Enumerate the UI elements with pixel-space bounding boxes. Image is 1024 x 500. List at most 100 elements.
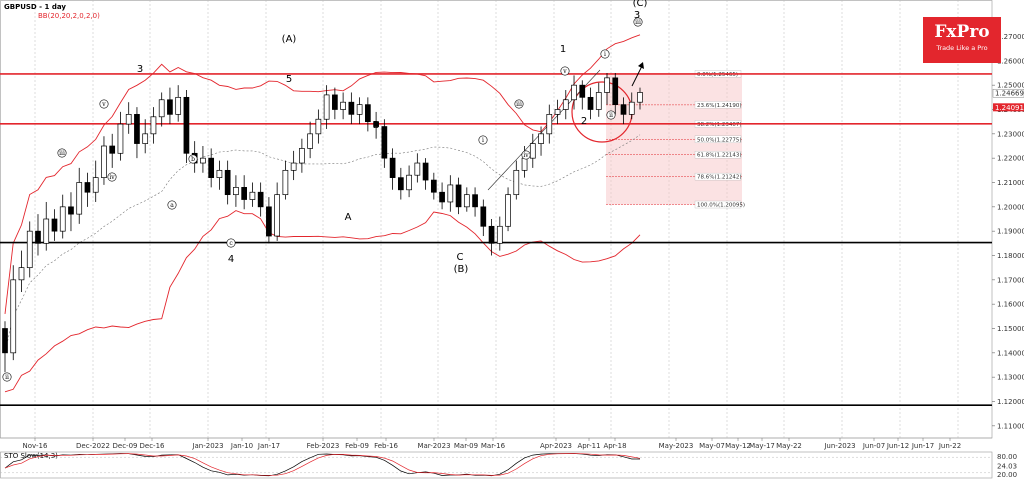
wave-label-ring bbox=[478, 135, 488, 145]
candle bbox=[76, 167, 83, 224]
last-price-box bbox=[992, 88, 1024, 98]
candle bbox=[488, 219, 495, 256]
candle-body bbox=[447, 184, 454, 203]
candle bbox=[422, 158, 429, 190]
candle-body bbox=[637, 92, 643, 103]
brand-tagline: Trade Like a Pro bbox=[936, 44, 988, 52]
fib-level-label: 61.8%(1.22143) bbox=[697, 153, 742, 159]
wave-label: c bbox=[229, 240, 233, 247]
candle-body bbox=[43, 218, 50, 244]
candle-body bbox=[455, 184, 462, 208]
candle bbox=[430, 172, 437, 200]
fib-label-box bbox=[694, 200, 742, 209]
candle-body bbox=[266, 206, 272, 237]
candle-body bbox=[422, 162, 429, 181]
fib-level-label: 100.0%(1.20095) bbox=[697, 203, 745, 209]
candle-body bbox=[480, 206, 487, 227]
forecast-arrow bbox=[631, 65, 643, 87]
candle bbox=[158, 92, 165, 127]
price-tick-label: 1.18000 bbox=[997, 252, 1024, 260]
candle bbox=[332, 87, 338, 120]
wave-label: A bbox=[345, 212, 352, 223]
wave-label-ring bbox=[600, 49, 610, 59]
fib-level-label: 38.2%(1.23407) bbox=[697, 122, 742, 128]
wave-label-ring bbox=[99, 99, 109, 109]
candle-body bbox=[332, 94, 338, 110]
candle bbox=[216, 160, 223, 190]
candle-body bbox=[274, 194, 280, 237]
candle bbox=[513, 160, 520, 200]
candle-body bbox=[183, 96, 190, 154]
price-tick-label: 1.16000 bbox=[997, 301, 1024, 309]
candle-body bbox=[389, 157, 396, 178]
wave-label: (C) bbox=[633, 0, 648, 9]
candle-body bbox=[216, 169, 223, 178]
candle bbox=[150, 107, 157, 144]
candle-body bbox=[381, 126, 388, 159]
price-tick-label: 1.12000 bbox=[997, 398, 1024, 406]
wave-label-ring bbox=[226, 238, 236, 248]
date-tick-label: Feb-16 bbox=[374, 442, 398, 450]
candle bbox=[59, 194, 66, 239]
price-tick-label: 1.22000 bbox=[997, 155, 1024, 163]
candle-body bbox=[257, 191, 264, 208]
date-tick-label: Feb-2023 bbox=[307, 442, 340, 450]
candle bbox=[92, 160, 99, 202]
indicator-title: BB(20,20,2,0,2,0) bbox=[38, 12, 100, 20]
candle bbox=[562, 90, 569, 120]
price-tick-label: 1.19000 bbox=[997, 228, 1024, 236]
date-tick-label: Nov-16 bbox=[23, 442, 48, 450]
candle bbox=[496, 216, 503, 251]
candle bbox=[224, 160, 231, 205]
candle bbox=[26, 221, 33, 278]
wave-label-ring bbox=[560, 66, 570, 76]
last-price-text: 1.24669 bbox=[995, 90, 1024, 98]
candle bbox=[414, 153, 421, 183]
price-tick-label: 1.11000 bbox=[997, 422, 1024, 430]
date-tick-label: Jun-22 bbox=[938, 442, 961, 450]
oscillator-level-label: 24.03 bbox=[997, 462, 1017, 470]
bollinger-bands bbox=[4, 34, 641, 393]
candle-body bbox=[496, 225, 503, 244]
wave-label: 4 bbox=[228, 254, 234, 265]
date-tick-label: Apr-18 bbox=[603, 442, 626, 450]
candle-body bbox=[529, 143, 536, 159]
date-tick-label: Apr-11 bbox=[577, 442, 600, 450]
fib-label-box bbox=[694, 135, 742, 143]
date-tick-label: Mar-09 bbox=[454, 442, 478, 450]
wave-label-ring bbox=[57, 148, 67, 158]
candle bbox=[546, 104, 553, 144]
candle bbox=[2, 321, 8, 373]
oscillator-title: STO Slow(14,3) bbox=[4, 452, 58, 460]
wave-label: (A) bbox=[282, 34, 297, 45]
price-tick-label: 1.13000 bbox=[997, 374, 1024, 382]
candle bbox=[595, 82, 602, 117]
candle bbox=[117, 111, 124, 161]
date-tick-label: Feb-09 bbox=[345, 442, 369, 450]
candle-body bbox=[414, 162, 421, 176]
date-tick-label: Jan-17 bbox=[257, 442, 280, 450]
bid-price-tag: 1.24091 bbox=[993, 103, 1024, 112]
candle-body bbox=[150, 116, 157, 135]
candle-body bbox=[554, 109, 561, 115]
last-price-tag: 1.24669 bbox=[992, 88, 1024, 98]
wave-label: i bbox=[482, 137, 484, 144]
brand-logo: FxPro Trade Like a Pro bbox=[923, 17, 1001, 63]
bid-price-box bbox=[993, 103, 1024, 112]
candle bbox=[587, 87, 594, 120]
price-tick-label: 1.15000 bbox=[997, 325, 1024, 333]
price-tick-label: 1.21000 bbox=[997, 179, 1024, 187]
candle-body bbox=[84, 182, 91, 193]
wave-label: ii bbox=[5, 374, 9, 381]
wave-label: b bbox=[191, 156, 195, 163]
wave-label: a bbox=[170, 202, 174, 209]
candle-body bbox=[10, 279, 17, 354]
candle-body bbox=[117, 123, 124, 154]
price-tick-label: 1.20000 bbox=[997, 203, 1024, 211]
bollinger-upper bbox=[4, 34, 641, 314]
price-axis: 1.270001.260001.250001.240001.230001.220… bbox=[992, 33, 1024, 430]
candle bbox=[480, 199, 487, 237]
wave-label-ring bbox=[606, 110, 616, 120]
candle-body bbox=[604, 77, 610, 93]
